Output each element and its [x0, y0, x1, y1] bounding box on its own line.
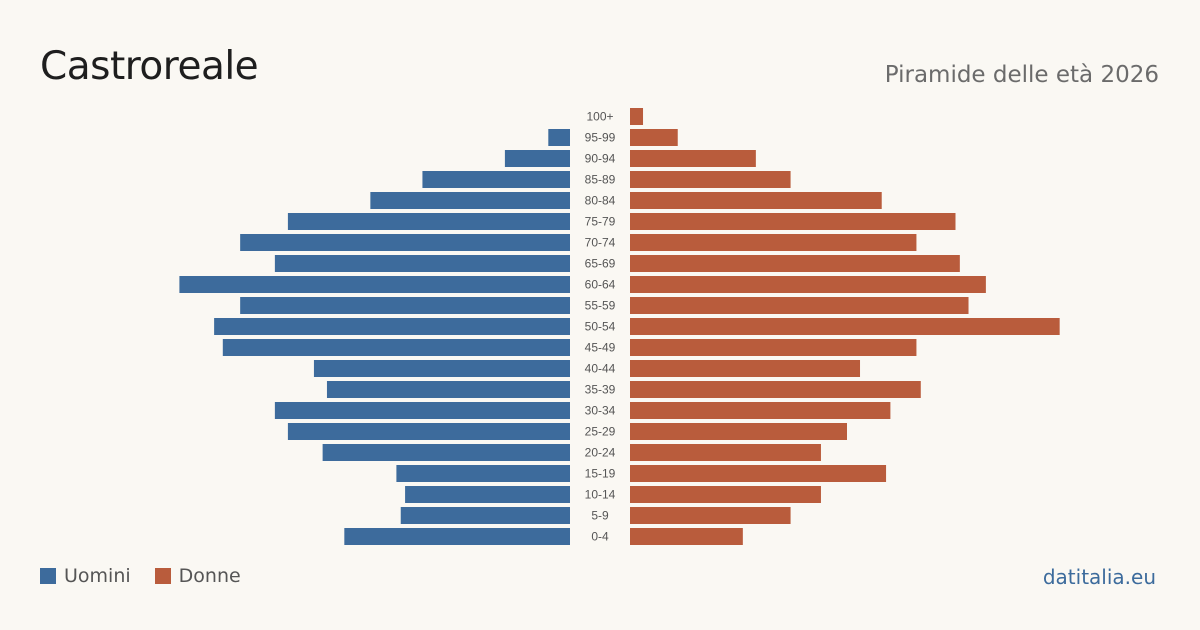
bar-women-90-94 [630, 150, 756, 167]
age-label-50-54: 50-54 [585, 320, 616, 334]
bar-men-25-29 [287, 423, 570, 440]
bar-women-5-9 [630, 507, 791, 524]
legend-item-men: Uomini [40, 565, 131, 587]
bar-women-35-39 [630, 381, 921, 398]
age-label-40-44: 40-44 [585, 362, 616, 376]
age-label-60-64: 60-64 [585, 278, 616, 292]
age-label-80-84: 80-84 [585, 194, 616, 208]
bar-women-65-69 [630, 255, 960, 272]
bar-women-45-49 [630, 339, 917, 356]
legend-label-women: Donne [178, 565, 241, 587]
bar-men-40-44 [313, 360, 570, 377]
legend-label-men: Uomini [64, 565, 131, 587]
bar-women-10-14 [630, 486, 821, 503]
age-label-95-99: 95-99 [585, 131, 616, 145]
age-label-45-49: 45-49 [585, 341, 616, 355]
bar-women-30-34 [630, 402, 891, 419]
bar-men-70-74 [240, 234, 570, 251]
bar-men-20-24 [322, 444, 570, 461]
age-label-10-14: 10-14 [585, 488, 616, 502]
legend-swatch-men [40, 568, 56, 584]
bar-women-60-64 [630, 276, 986, 293]
bar-men-5-9 [400, 507, 570, 524]
age-label-30-34: 30-34 [585, 404, 616, 418]
bar-women-85-89 [630, 171, 791, 188]
age-label-25-29: 25-29 [585, 425, 616, 439]
bar-men-60-64 [179, 276, 570, 293]
legend-swatch-women [154, 568, 171, 584]
chart-subtitle: Piramide delle età 2026 [884, 62, 1159, 88]
legend: Uomini Donne [40, 565, 265, 587]
bar-men-30-34 [274, 402, 570, 419]
age-label-90-94: 90-94 [585, 152, 616, 166]
bar-women-80-84 [630, 192, 882, 209]
bar-men-55-59 [240, 297, 570, 314]
age-label-55-59: 55-59 [585, 299, 616, 313]
bar-men-15-19 [396, 465, 570, 482]
page-title: Castroreale [40, 44, 259, 89]
age-label-5-9: 5-9 [591, 509, 609, 523]
bar-men-90-94 [504, 150, 570, 167]
legend-item-women: Donne [154, 565, 241, 587]
bar-women-95-99 [630, 129, 678, 146]
bar-men-45-49 [222, 339, 571, 356]
bar-women-50-54 [630, 318, 1060, 335]
age-label-70-74: 70-74 [585, 236, 616, 250]
bar-women-40-44 [630, 360, 861, 377]
bar-men-35-39 [326, 381, 570, 398]
age-label-0-4: 0-4 [591, 530, 609, 544]
bar-men-65-69 [274, 255, 570, 272]
age-label-35-39: 35-39 [585, 383, 616, 397]
bar-men-80-84 [370, 192, 570, 209]
bar-women-20-24 [630, 444, 821, 461]
bar-men-85-89 [422, 171, 570, 188]
age-label-65-69: 65-69 [585, 257, 616, 271]
bar-men-0-4 [344, 528, 570, 545]
bar-women-15-19 [630, 465, 887, 482]
bar-women-70-74 [630, 234, 917, 251]
bar-women-0-4 [630, 528, 743, 545]
bar-men-75-79 [287, 213, 570, 230]
age-label-15-19: 15-19 [585, 467, 616, 481]
age-label-20-24: 20-24 [585, 446, 616, 460]
bar-women-100plus [630, 108, 644, 125]
bar-women-25-29 [630, 423, 847, 440]
age-label-100plus: 100+ [586, 110, 613, 124]
bar-men-95-99 [548, 129, 570, 146]
bar-men-10-14 [405, 486, 570, 503]
bar-women-55-59 [630, 297, 969, 314]
bar-women-75-79 [630, 213, 956, 230]
source-link[interactable]: datitalia.eu [1042, 565, 1156, 589]
age-label-85-89: 85-89 [585, 173, 616, 187]
age-label-75-79: 75-79 [585, 215, 616, 229]
bar-men-50-54 [214, 318, 570, 335]
